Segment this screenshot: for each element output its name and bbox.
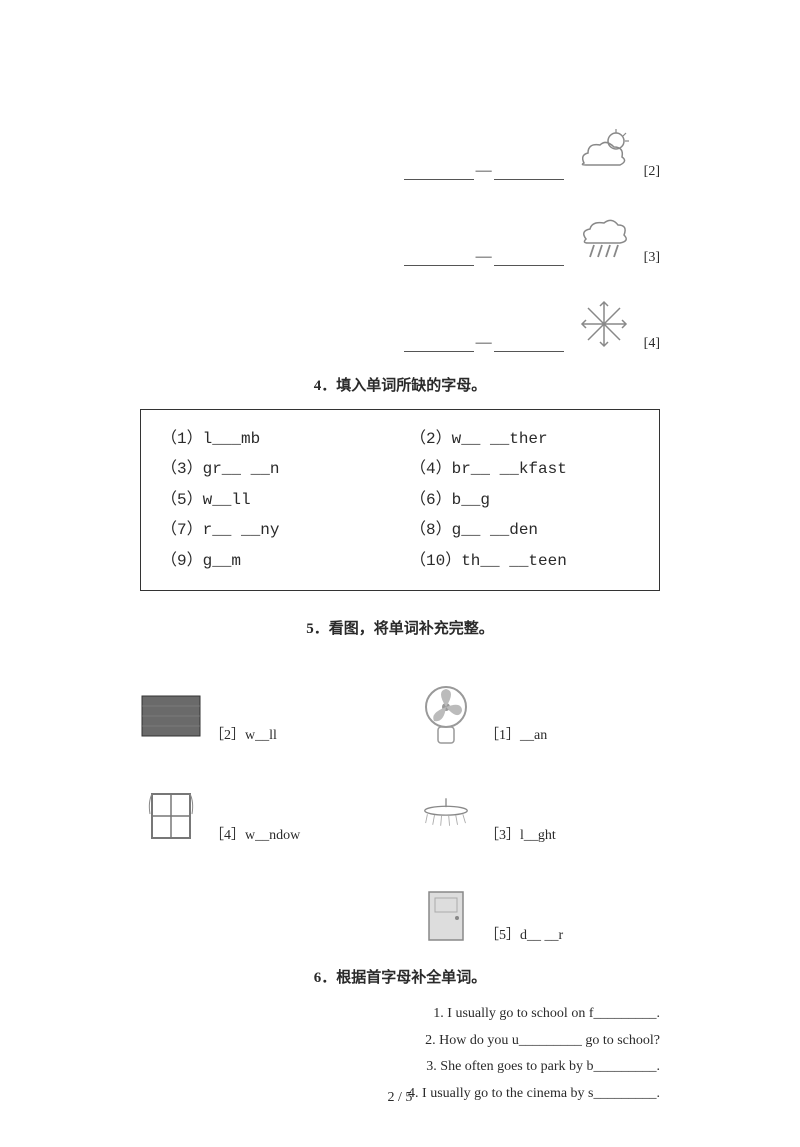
word-item: （3）gr__ __n [161,454,390,484]
q5-label: ［1］__an [485,724,547,744]
page-number: 2 / 5 [0,1090,800,1106]
wall-icon [140,688,202,744]
word-item: （10）th__ __teen [410,546,639,576]
word-item: （6）b__g [410,485,639,515]
item-number: [3] [644,250,660,266]
blank [404,252,474,266]
rain-cloud-icon [572,210,636,266]
word-box: （1）l___mb （2）w__ __ther （3）gr__ __n （4）b… [140,409,660,591]
item-number: [2] [644,164,660,180]
blank [404,166,474,180]
word-item: （8）g__ __den [410,515,639,545]
word-item: （4）br__ __kfast [410,454,639,484]
snowflake-icon [572,296,636,352]
blank [494,252,564,266]
q6-line: 1. I usually go to school on f_________. [140,1001,660,1028]
q6-line: 3. She often goes to park by b_________. [140,1054,660,1081]
q5-item: ［2］w__ll [140,656,385,744]
weather-row: — [2] [140,100,660,180]
q5-item: ［5］d__ __r [415,856,660,944]
word-item: （9）g__m [161,546,390,576]
word-item: （5）w__ll [161,485,390,515]
q5-item: ［3］l__ght [415,756,660,844]
word-item: （2）w__ __ther [410,424,639,454]
word-item: （7）r__ __ny [161,515,390,545]
door-icon [415,888,477,944]
q4-title: 4．填入单词所缺的字母。 [140,374,660,395]
q6-title: 6．根据首字母补全单词。 [140,966,660,987]
q5-grid: ［2］w__ll ［1］__an [140,656,660,944]
q5-label: ［4］w__ndow [210,824,300,844]
q5-item: ［4］w__ndow [140,756,385,844]
weather-row: — [4] [140,272,660,352]
sun-cloud-icon [572,124,636,180]
q5-label: ［5］d__ __r [485,924,563,944]
q5-item: ［1］__an [415,656,660,744]
light-icon [415,788,477,844]
weather-row: — [3] [140,186,660,266]
dash: — [476,248,492,266]
dash: — [476,162,492,180]
blank [494,338,564,352]
blank [404,338,474,352]
blank [494,166,564,180]
item-number: [4] [644,336,660,352]
window-icon [140,788,202,844]
word-item: （1）l___mb [161,424,390,454]
fan-icon [415,688,477,744]
q5-label: ［3］l__ght [485,824,556,844]
dash: — [476,334,492,352]
q5-title: 5．看图，将单词补充完整。 [140,617,660,638]
q5-label: ［2］w__ll [210,724,277,744]
q6-line: 2. How do you u_________ go to school? [140,1028,660,1055]
